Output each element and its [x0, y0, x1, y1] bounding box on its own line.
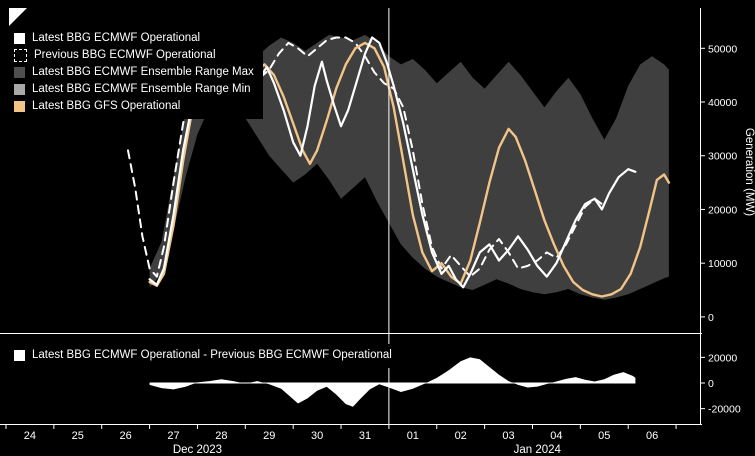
x-tick-label: 30 — [311, 430, 323, 442]
x-tick-label: 03 — [502, 430, 514, 442]
x-tick-label: 29 — [263, 430, 275, 442]
x-tick-label: 05 — [598, 430, 610, 442]
legend-item-latest-ecmwf[interactable]: Latest BBG ECMWF Operational — [14, 30, 254, 47]
bottom-legend: Latest BBG ECMWF Operational - Previous … — [8, 344, 401, 368]
legend-item-ensemble-max[interactable]: Latest BBG ECMWF Ensemble Range Max — [14, 64, 254, 81]
top-legend: Latest BBG ECMWF Operational Previous BB… — [8, 27, 263, 119]
white-solid-swatch-icon — [14, 350, 25, 361]
y-axis-title: Generation (MW) — [743, 128, 755, 216]
legend-label: Latest BBG GFS Operational — [32, 100, 181, 112]
legend-label: Previous BBG ECMWF Operational — [34, 49, 216, 61]
legend-item-ensemble-min[interactable]: Latest BBG ECMWF Ensemble Range Min — [14, 81, 254, 98]
legend-item-previous-ecmwf[interactable]: Previous BBG ECMWF Operational — [14, 47, 254, 64]
y-tick-label: 50000 — [708, 43, 737, 55]
y-tick-label: 20000 — [708, 352, 737, 364]
legend-label: Latest BBG ECMWF Ensemble Range Min — [32, 83, 251, 95]
x-tick-label: 04 — [550, 430, 562, 442]
light-gray-swatch-icon — [14, 84, 25, 95]
y-tick-label: 20000 — [708, 204, 737, 216]
y-tick-label: 30000 — [708, 151, 737, 163]
white-dashed-swatch-icon — [14, 49, 27, 62]
legend-item-difference[interactable]: Latest BBG ECMWF Operational - Previous … — [14, 347, 392, 364]
x-tick-label: 31 — [359, 430, 371, 442]
x-tick-label: 01 — [407, 430, 419, 442]
y-tick-label: 10000 — [708, 258, 737, 270]
y-tick-label: 0 — [708, 312, 714, 324]
month-label: Jan 2024 — [514, 444, 562, 456]
legend-label: Latest BBG ECMWF Operational - Previous … — [32, 349, 392, 361]
month-label: Dec 2023 — [173, 444, 222, 456]
x-tick-label: 28 — [215, 430, 227, 442]
y-tick-label: 0 — [708, 378, 714, 390]
orange-swatch-icon — [14, 101, 25, 112]
y-tick-label: 40000 — [708, 97, 737, 109]
x-tick-label: 02 — [455, 430, 467, 442]
x-tick-label: 25 — [72, 430, 84, 442]
white-solid-swatch-icon — [14, 33, 25, 44]
x-tick-label: 24 — [24, 430, 36, 442]
legend-label: Latest BBG ECMWF Ensemble Range Max — [32, 66, 254, 78]
gray-swatch-icon — [14, 67, 25, 78]
corner-marker-icon — [9, 8, 27, 26]
x-tick-label: 27 — [167, 430, 179, 442]
x-tick-label: 06 — [646, 430, 658, 442]
x-tick-label: 26 — [120, 430, 132, 442]
y-tick-label: -20000 — [708, 404, 741, 416]
legend-label: Latest BBG ECMWF Operational — [32, 32, 201, 44]
legend-item-gfs[interactable]: Latest BBG GFS Operational — [14, 98, 254, 115]
